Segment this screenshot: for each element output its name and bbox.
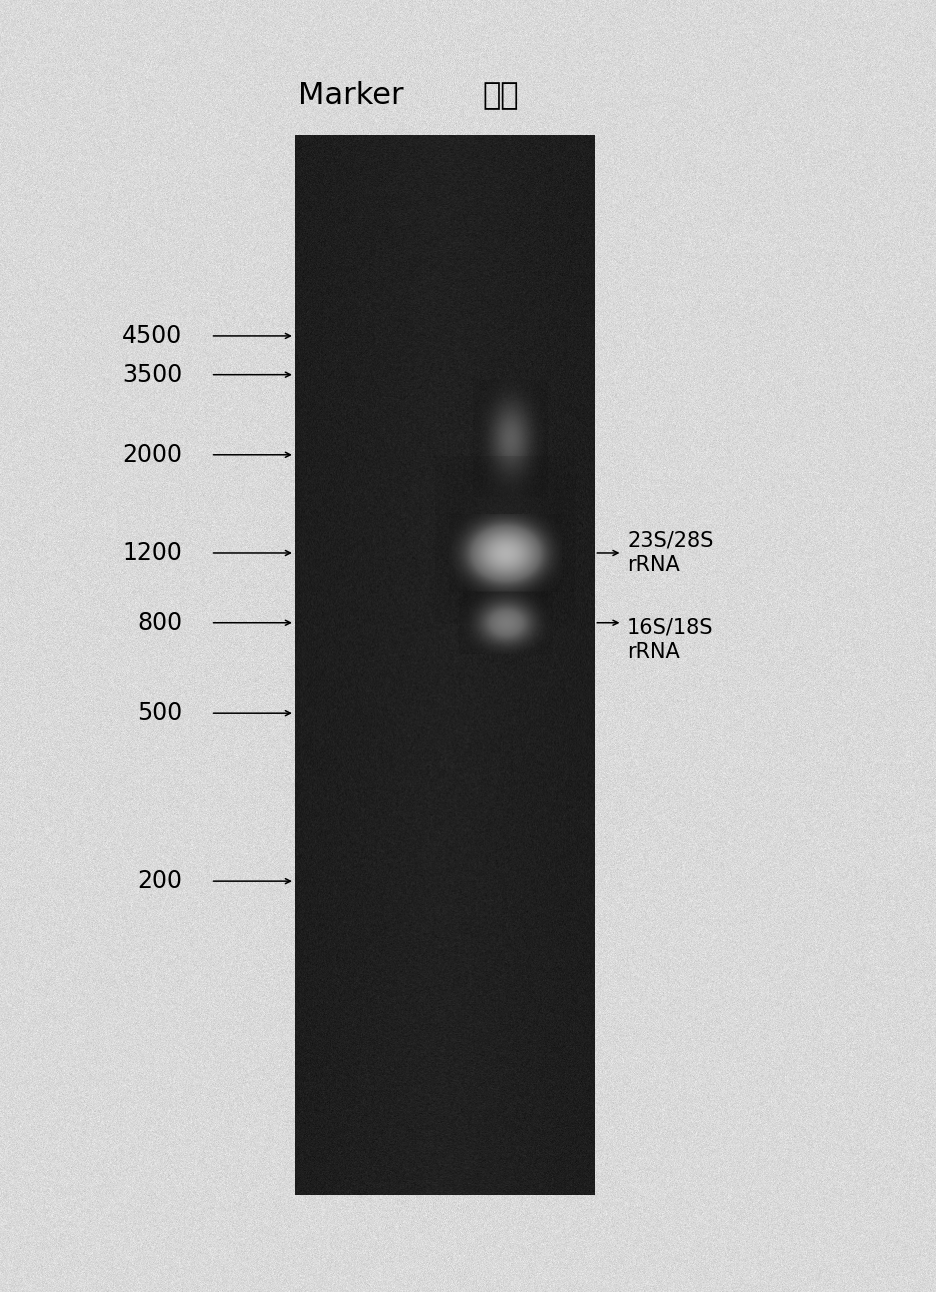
Text: 23S/28S
rRNA: 23S/28S rRNA <box>627 531 713 575</box>
Text: 16S/18S
rRNA: 16S/18S rRNA <box>627 618 713 662</box>
Text: 500: 500 <box>138 702 183 725</box>
Text: 3500: 3500 <box>123 363 183 386</box>
Text: 2000: 2000 <box>123 443 183 466</box>
Text: 4500: 4500 <box>123 324 183 348</box>
Text: 800: 800 <box>138 611 183 634</box>
Text: 样品: 样品 <box>483 81 519 110</box>
Text: 200: 200 <box>138 870 183 893</box>
Text: Marker: Marker <box>299 81 403 110</box>
Text: 1200: 1200 <box>123 541 183 565</box>
